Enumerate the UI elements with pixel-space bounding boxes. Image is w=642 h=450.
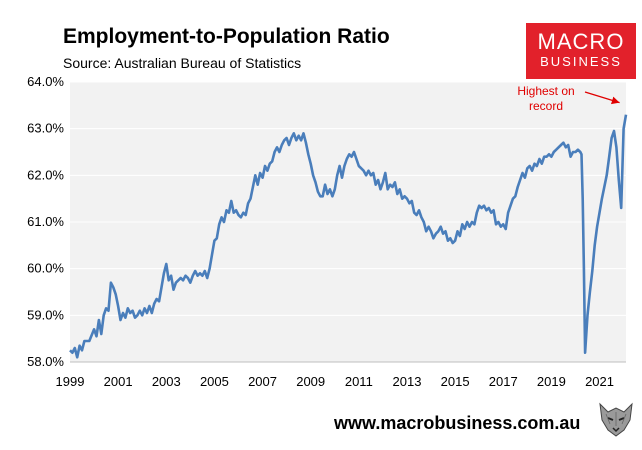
wolf-icon	[599, 402, 633, 437]
series-line	[69, 114, 628, 359]
x-tick-label: 2017	[489, 374, 518, 389]
x-tick-label: 2007	[248, 374, 277, 389]
y-tick-label: 64.0%	[27, 74, 64, 89]
x-tick-label: 2015	[441, 374, 470, 389]
annotation-arrow	[584, 91, 620, 105]
x-tick-label: 2021	[585, 374, 614, 389]
x-tick-label: 2005	[200, 374, 229, 389]
y-tick-label: 59.0%	[27, 307, 64, 322]
y-tick-label: 60.0%	[27, 261, 64, 276]
annotation-text: Highest on	[517, 84, 574, 98]
x-tick-label: 2013	[393, 374, 422, 389]
macrobusiness-logo: MACRO BUSINESS	[526, 23, 636, 79]
y-tick-label: 62.0%	[27, 167, 64, 182]
x-tick-label: 2003	[152, 374, 181, 389]
y-tick-label: 58.0%	[27, 354, 64, 369]
axes: 58.0% 59.0% 60.0% 61.0% 62.0% 63.0% 64.0% 1999 2…	[27, 74, 626, 389]
annotation-text: record	[529, 99, 563, 113]
chart-title: Employment-to-Population Ratio	[63, 25, 390, 48]
chart-subtitle: Source: Australian Bureau of Statistics	[63, 55, 302, 71]
x-tick-label: 2019	[537, 374, 566, 389]
logo-line-1: MACRO	[537, 29, 625, 54]
x-tick-label: 2001	[104, 374, 133, 389]
x-tick-label: 2011	[345, 374, 373, 389]
footer-url: www.macrobusiness.com.au	[334, 413, 581, 433]
y-tick-label: 61.0%	[27, 214, 64, 229]
logo-line-2: BUSINESS	[540, 54, 622, 69]
x-tick-label: 1999	[56, 374, 85, 389]
x-tick-label: 2009	[296, 374, 325, 389]
y-tick-label: 63.0%	[27, 121, 64, 136]
